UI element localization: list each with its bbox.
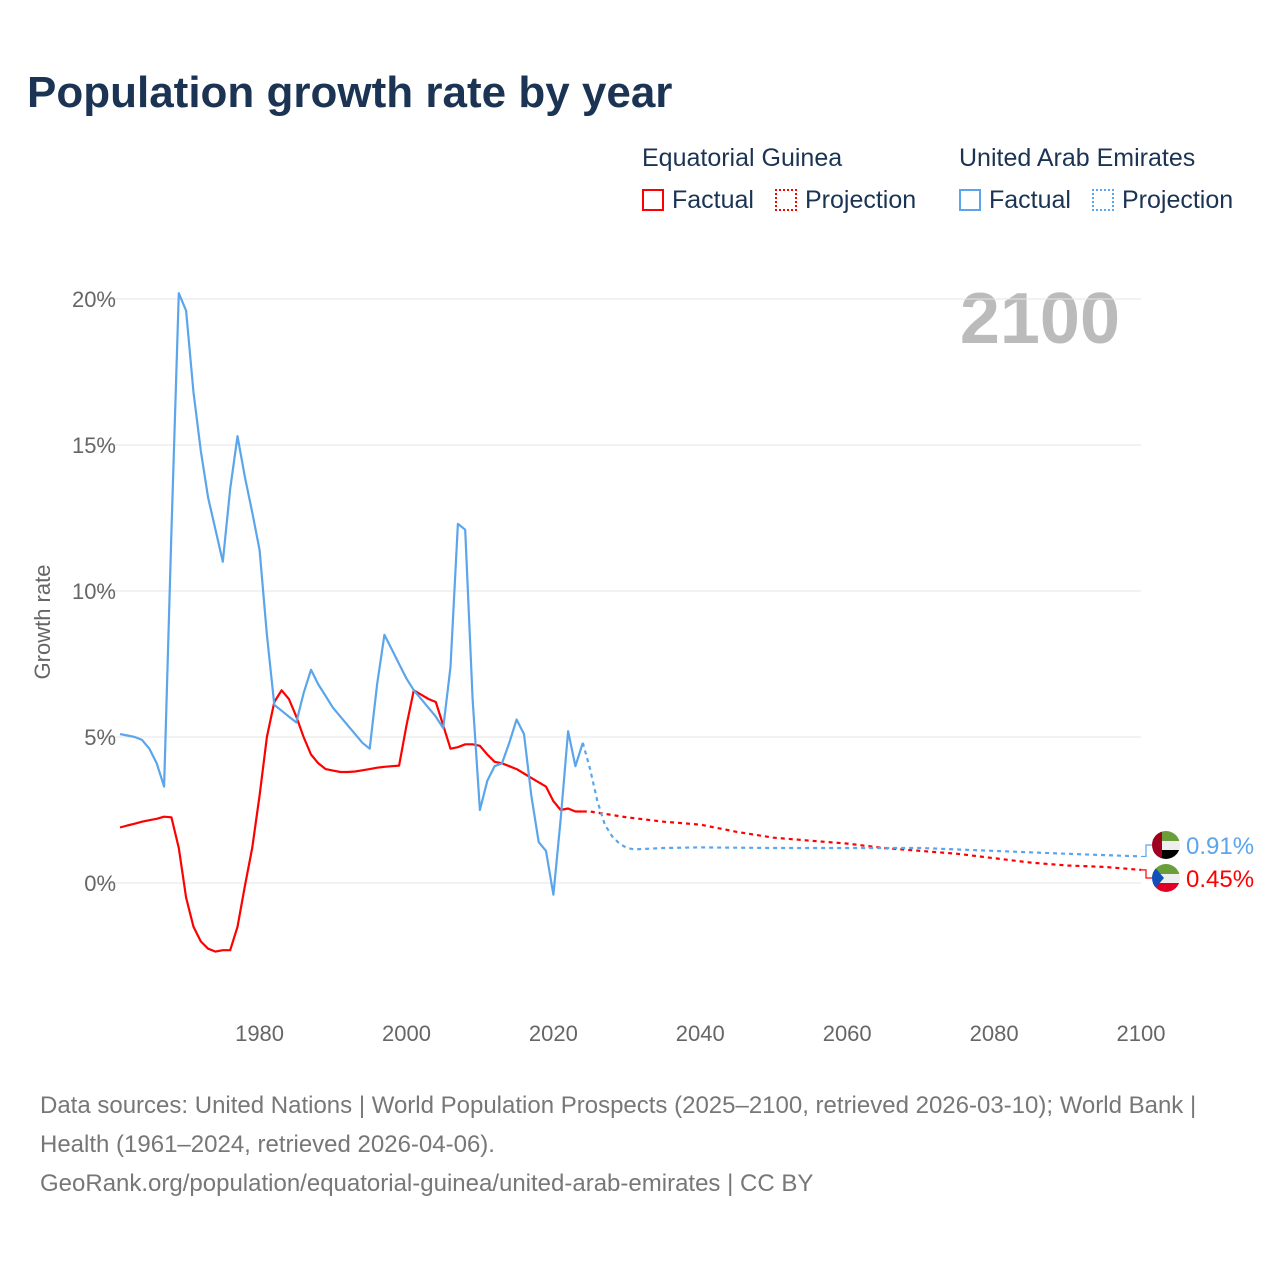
y-tick-label: 0% (84, 871, 116, 896)
series-line-united-arab-emirates-projection (581, 742, 1142, 858)
equatorial-guinea-flag-icon (1152, 864, 1180, 892)
legend-swatch-dotted (1092, 189, 1114, 211)
x-tick-label: 2000 (382, 1021, 431, 1046)
legend-uae-factual[interactable]: Factual (959, 186, 1071, 215)
legend-swatch-solid (959, 189, 981, 211)
source-link[interactable]: GeoRank.org/population/equatorial-guinea… (40, 1170, 814, 1197)
end-connector (1141, 844, 1152, 858)
y-tick-label: 15% (72, 433, 116, 458)
x-tick-label: 2080 (970, 1021, 1019, 1046)
x-tick-label: 1980 (235, 1021, 284, 1046)
legend-label: Factual (672, 186, 754, 214)
legend-swatch-solid (642, 189, 664, 211)
legend-label: Projection (1122, 186, 1234, 214)
year-label: 2100 (960, 279, 1120, 359)
legend-eg-factual[interactable]: Factual (642, 186, 754, 215)
x-tick-label: 2040 (676, 1021, 725, 1046)
y-tick-label: 5% (84, 725, 116, 750)
y-tick-label: 20% (72, 287, 116, 312)
legend-group-uae: United Arab Emirates (959, 144, 1196, 172)
legend-group-eg: Equatorial Guinea (642, 144, 843, 172)
data-sources: Data sources: United Nations | World Pop… (40, 1092, 1197, 1158)
x-tick-label: 2020 (529, 1021, 578, 1046)
x-tick-label: 2060 (823, 1021, 872, 1046)
end-connector (1141, 869, 1152, 879)
x-tick-label: 2100 (1117, 1021, 1166, 1046)
series-line-equatorial-guinea-factual (119, 689, 583, 953)
legend-label: Factual (989, 186, 1071, 214)
footer: Data sources: United Nations | World Pop… (40, 1086, 1240, 1203)
chart-title: Population growth rate by year (27, 68, 673, 117)
end-value-label: 0.45% (1186, 866, 1254, 893)
y-axis-label: Growth rate (30, 565, 55, 680)
end-value-label: 0.91% (1186, 833, 1254, 860)
legend-swatch-dotted (775, 189, 797, 211)
series-line-equatorial-guinea-projection (582, 810, 1142, 871)
series-line-united-arab-emirates-factual (119, 292, 584, 896)
y-tick-label: 10% (72, 579, 116, 604)
legend-label: Projection (805, 186, 917, 214)
legend-uae-projection[interactable]: Projection (1092, 186, 1233, 215)
uae-flag-icon (1152, 831, 1180, 859)
chart-area: 2100 Growth rate 20% 15% 10% 5% 0% 1980 2000 20… (30, 279, 1254, 1046)
legend-eg-projection[interactable]: Projection (775, 186, 916, 215)
